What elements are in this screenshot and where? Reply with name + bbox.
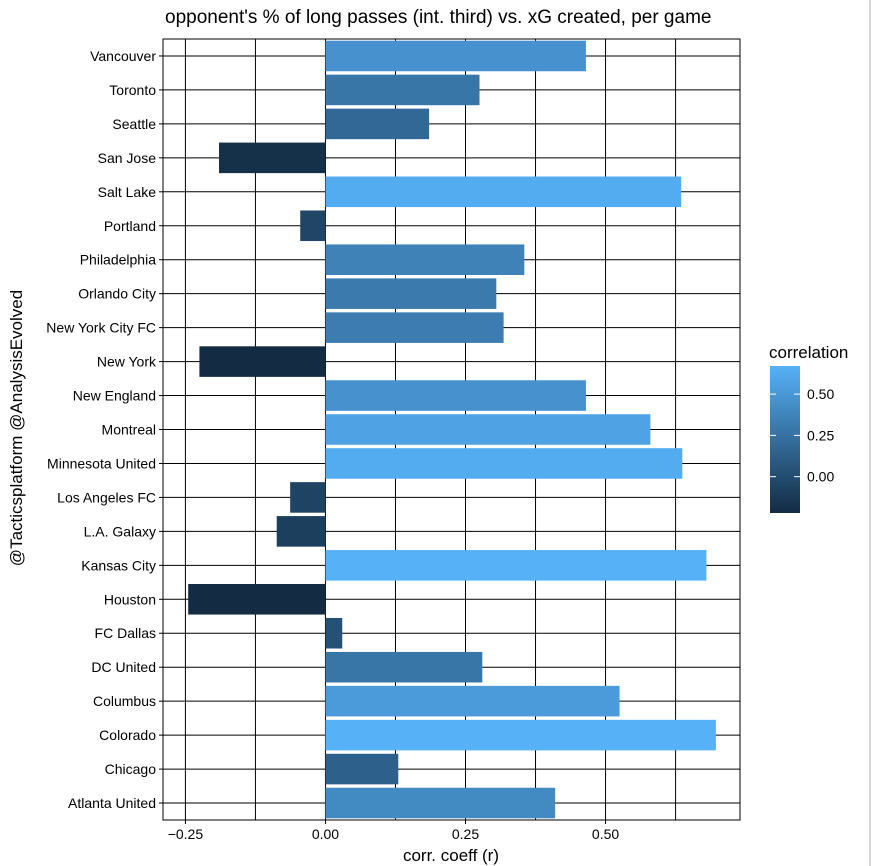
bar — [325, 414, 651, 445]
category-labels: Vancouver Toronto Seattle San Jose Salt Lake… — [46, 48, 163, 811]
category-label: Toronto — [109, 82, 156, 98]
chart-title: opponent's % of long passes (int. third)… — [165, 7, 711, 28]
window-edge — [869, 0, 871, 866]
category-label: Orlando City — [78, 286, 156, 302]
category-label: DC United — [91, 659, 156, 675]
bar — [325, 753, 399, 785]
category-label: New England — [73, 388, 156, 404]
category-label: Montreal — [102, 422, 156, 438]
x-tick-label: 0.50 — [592, 826, 619, 842]
category-label: New York — [97, 354, 157, 370]
legend-ticks: 0.50 0.25 0.00 — [770, 386, 834, 485]
category-label: Los Angeles FC — [57, 489, 156, 505]
bar — [325, 685, 620, 717]
bar — [188, 584, 326, 615]
bar — [300, 210, 326, 242]
bars — [188, 40, 716, 819]
bar — [325, 617, 343, 649]
bar — [325, 244, 525, 275]
category-label: Colorado — [99, 727, 156, 743]
bar — [325, 651, 483, 683]
bar — [276, 516, 326, 547]
category-label: New York City FC — [46, 320, 156, 336]
bar — [325, 74, 480, 106]
bar — [325, 40, 586, 72]
category-label: FC Dallas — [95, 625, 156, 641]
bar — [325, 312, 504, 343]
category-label: Seattle — [112, 116, 156, 132]
bar — [325, 380, 586, 411]
bar — [325, 448, 683, 479]
legend: correlation 0.50 0.25 0.00 — [769, 343, 848, 513]
category-label: Vancouver — [90, 48, 156, 64]
category-label: San Jose — [98, 150, 157, 166]
x-axis-title: corr. coeff (r) — [403, 846, 499, 865]
bar — [325, 550, 707, 581]
category-label: Salt Lake — [98, 184, 157, 200]
category-label: Minnesota United — [47, 455, 156, 471]
category-label: Portland — [104, 218, 156, 234]
bar — [290, 482, 326, 513]
bar — [325, 278, 497, 309]
category-label: Columbus — [93, 693, 156, 709]
bar — [199, 346, 326, 377]
x-tick-label: 0.25 — [452, 826, 479, 842]
x-tick-label: 0.00 — [312, 826, 339, 842]
category-label: Chicago — [105, 761, 157, 777]
bar — [325, 719, 716, 751]
x-tick-label: −0.25 — [168, 826, 204, 842]
bar — [325, 108, 430, 140]
bar — [325, 787, 556, 819]
x-tick-labels: −0.25 0.00 0.25 0.50 — [168, 820, 619, 842]
legend-tick-label: 0.25 — [807, 427, 834, 443]
y-axis-title: @Tacticsplatform @AnalysisEvolved — [7, 290, 26, 566]
bar — [219, 142, 326, 174]
category-label: Kansas City — [81, 557, 156, 573]
legend-tick-label: 0.00 — [807, 469, 834, 485]
category-label: Philadelphia — [80, 252, 156, 268]
category-label: Houston — [104, 591, 156, 607]
legend-tick-label: 0.50 — [807, 386, 834, 402]
legend-title: correlation — [769, 343, 848, 362]
bar — [325, 176, 682, 208]
legend-colorbar — [770, 366, 800, 513]
category-label: L.A. Galaxy — [84, 523, 156, 539]
category-label: Atlanta United — [68, 795, 156, 811]
